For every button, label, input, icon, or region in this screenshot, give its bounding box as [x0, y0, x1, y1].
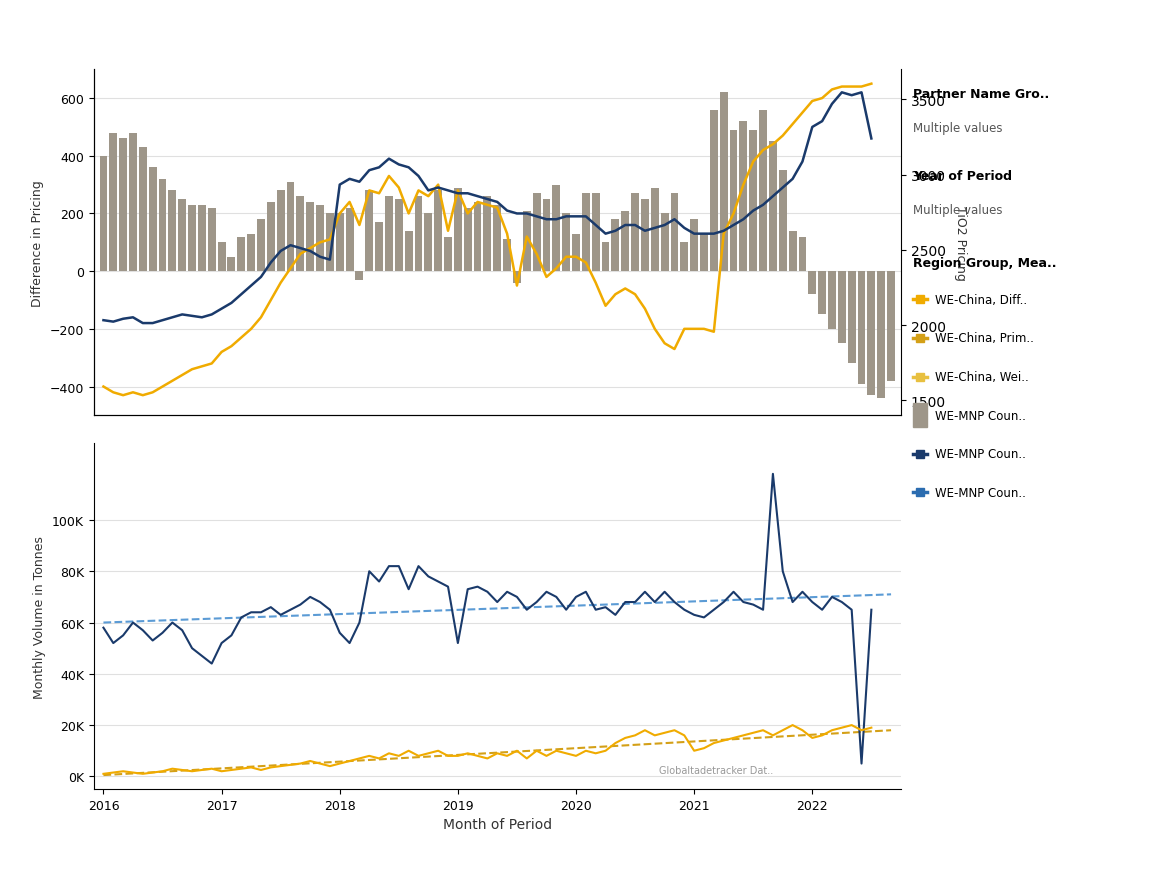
Bar [631, 194, 639, 272]
Bar [661, 214, 668, 272]
Bar [178, 200, 186, 272]
Bar [434, 191, 442, 272]
Bar [641, 200, 649, 272]
Text: Year of Period: Year of Period [913, 169, 1012, 182]
Bar [739, 122, 748, 272]
Bar [690, 220, 698, 272]
Bar [267, 203, 275, 272]
Bar [838, 272, 846, 344]
Bar [474, 203, 482, 272]
Bar [730, 131, 737, 272]
Bar [798, 238, 806, 272]
Bar [828, 272, 835, 330]
Bar [512, 272, 521, 283]
Bar [345, 209, 353, 272]
Text: Partner Name Gro..: Partner Name Gro.. [913, 88, 1048, 101]
Text: WE-MNP Coun..: WE-MNP Coun.. [935, 448, 1026, 460]
Bar [494, 205, 501, 272]
Bar [710, 111, 717, 272]
Bar [818, 272, 826, 315]
Bar [670, 194, 679, 272]
Bar [414, 197, 422, 272]
Bar [365, 191, 373, 272]
Bar [425, 214, 432, 272]
Text: Region Group, Mea..: Region Group, Mea.. [913, 256, 1057, 269]
Bar [808, 272, 817, 295]
Bar [563, 214, 570, 272]
Text: WE-China, Diff..: WE-China, Diff.. [935, 294, 1027, 306]
Bar [336, 214, 344, 272]
Bar [218, 243, 226, 272]
Bar [445, 238, 452, 272]
Bar [572, 234, 580, 272]
Bar [779, 171, 786, 272]
Bar [356, 272, 364, 281]
Bar [503, 240, 511, 272]
Y-axis label: TiO2 Pricing: TiO2 Pricing [954, 205, 966, 281]
Bar [878, 272, 886, 399]
Bar [463, 209, 472, 272]
Bar [99, 157, 108, 272]
Bar [198, 205, 206, 272]
Bar [109, 133, 117, 272]
Bar [227, 258, 235, 272]
Bar [867, 272, 875, 396]
Bar [376, 223, 383, 272]
Bar [307, 203, 314, 272]
Bar [523, 211, 531, 272]
Bar [159, 180, 166, 272]
Bar [188, 205, 197, 272]
Bar [247, 234, 255, 272]
Bar [581, 194, 590, 272]
Bar [552, 185, 560, 272]
Text: Globaltadetracker Dat..: Globaltadetracker Dat.. [659, 766, 773, 775]
Bar [592, 194, 600, 272]
Bar [208, 209, 215, 272]
Bar [454, 189, 462, 272]
Text: WE-MNP Coun..: WE-MNP Coun.. [935, 410, 1026, 422]
Text: Multiple values: Multiple values [913, 121, 1002, 134]
Bar [405, 232, 413, 272]
Bar [789, 232, 797, 272]
Text: WE-China, Wei..: WE-China, Wei.. [935, 371, 1028, 383]
Bar [720, 93, 728, 272]
Bar [119, 139, 128, 272]
Bar [394, 200, 402, 272]
Bar [621, 211, 629, 272]
Bar [257, 220, 264, 272]
Bar [168, 191, 177, 272]
Bar [129, 133, 137, 272]
Bar [277, 191, 284, 272]
Bar [612, 220, 619, 272]
Bar [287, 182, 295, 272]
Bar [759, 111, 768, 272]
Bar [887, 272, 895, 381]
Bar [681, 243, 688, 272]
Bar [296, 197, 304, 272]
Bar [651, 189, 659, 272]
Bar [700, 234, 708, 272]
X-axis label: Month of Period: Month of Period [442, 817, 552, 831]
Bar [858, 272, 866, 384]
Bar [316, 205, 324, 272]
Bar [601, 243, 610, 272]
Bar [238, 238, 246, 272]
Bar [913, 403, 928, 428]
Bar [149, 168, 157, 272]
Y-axis label: Monthly Volume in Tonnes: Monthly Volume in Tonnes [33, 535, 47, 698]
Text: WE-MNP Coun..: WE-MNP Coun.. [935, 487, 1026, 499]
Bar [749, 131, 757, 272]
Bar [139, 148, 146, 272]
Bar [532, 194, 541, 272]
Text: WE-China, Prim..: WE-China, Prim.. [935, 332, 1033, 345]
Bar [385, 197, 393, 272]
Bar [543, 200, 550, 272]
Text: Multiple values: Multiple values [913, 203, 1002, 217]
Bar [769, 142, 777, 272]
Bar [483, 197, 491, 272]
Bar [848, 272, 855, 364]
Y-axis label: Difference in Pricing: Difference in Pricing [30, 180, 44, 306]
Bar [326, 214, 333, 272]
